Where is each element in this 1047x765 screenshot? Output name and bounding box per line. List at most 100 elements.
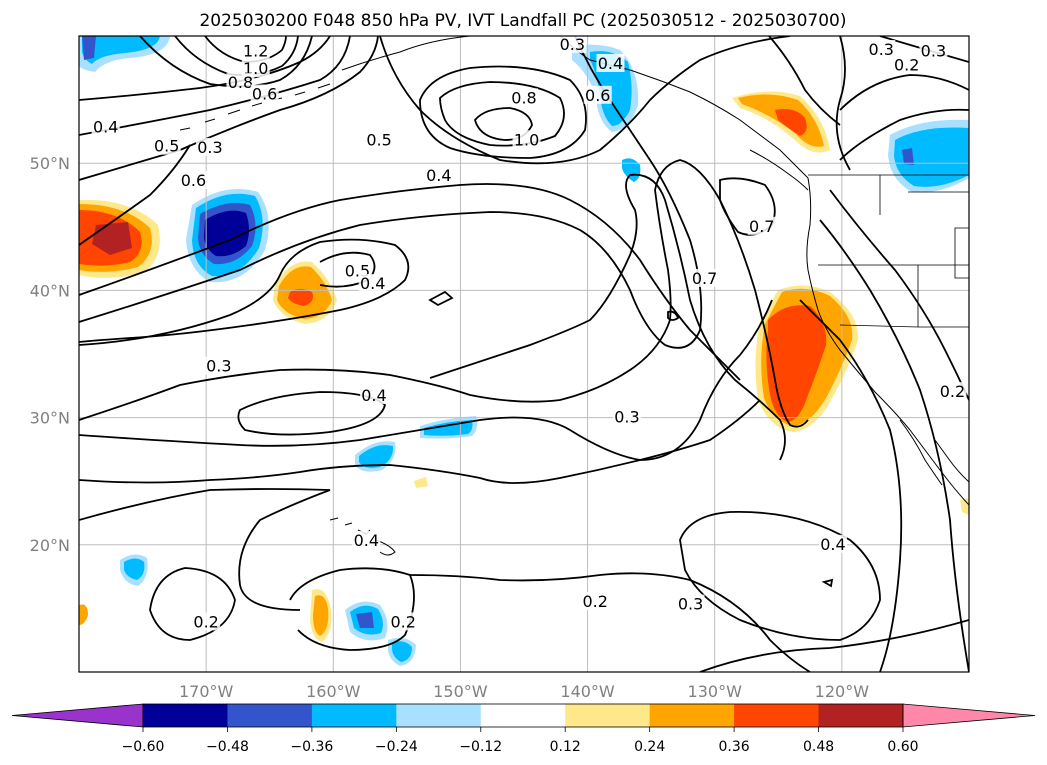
contour-label-bg — [510, 88, 538, 107]
contour-label: 0.5 — [154, 137, 179, 156]
pv-contour — [409, 572, 811, 672]
pv-contour — [667, 310, 680, 321]
contour-label-bg — [612, 407, 641, 426]
pv-contour — [829, 189, 969, 401]
contour-label-bg — [204, 356, 233, 375]
lat-tick-label: 50°N — [30, 154, 70, 173]
contour-label-bg — [91, 117, 120, 136]
contour-label: 0.3 — [206, 357, 231, 376]
anomaly-negative-12n-core — [392, 641, 412, 662]
contour-label-bg — [359, 385, 388, 404]
colorbar-segment — [480, 704, 566, 727]
anomaly-negative-nw-deep — [82, 36, 96, 60]
contour-label: 0.4 — [361, 386, 386, 405]
contour-label-bg — [583, 85, 612, 104]
pv-contour — [79, 238, 410, 346]
anomaly-positive-california-core — [766, 305, 827, 422]
pv-contour — [149, 567, 236, 641]
lon-tick-label: 140°W — [560, 682, 615, 701]
contour-label-bg — [365, 130, 394, 149]
colorbar-extend-high — [902, 703, 1036, 728]
coastline-baja — [899, 419, 969, 486]
contour-label-bg — [818, 534, 847, 553]
contour-label-bg — [938, 382, 967, 401]
border-states — [818, 175, 969, 328]
anomaly-positive-25n — [414, 477, 428, 488]
contour-label-bg — [389, 612, 418, 631]
colorbar-tick-label: 0.12 — [550, 739, 581, 755]
anomaly-negative-27n-core — [359, 445, 394, 468]
contour-label: 0.3 — [921, 41, 946, 60]
lon-tick-label: 170°W — [179, 682, 234, 701]
contour-label-bg — [241, 59, 270, 78]
contour-label-bg — [195, 137, 224, 156]
colorbar-segment — [143, 704, 228, 727]
contour-label-bg — [250, 84, 279, 103]
pv-contour — [699, 619, 969, 672]
contour-label-bg — [192, 612, 221, 631]
contour-label: 0.7 — [749, 217, 774, 236]
contour-label: 0.6 — [252, 85, 277, 104]
longitude-tick-labels: 170°W 160°W 150°W 140°W 130°W 120°W — [179, 682, 869, 701]
lon-tick-label: 120°W — [815, 682, 870, 701]
contour-label: 0.4 — [426, 166, 451, 185]
pv-contour — [79, 488, 331, 611]
contour-label: 0.7 — [692, 269, 717, 288]
contour-label: 0.5 — [366, 130, 391, 149]
contour-label: 0.2 — [940, 382, 965, 401]
coastline-vancouver-island — [749, 149, 809, 191]
contour-label: 0.6 — [585, 86, 610, 105]
contour-label: 0.8 — [511, 88, 536, 107]
contour-label: 1.0 — [514, 130, 539, 149]
pv-contour — [79, 36, 703, 349]
colorbar-tick-label: −0.36 — [290, 739, 333, 755]
lon-tick-label: 160°W — [306, 682, 361, 701]
contour-label: 0.4 — [354, 531, 379, 550]
contour-label-bg — [596, 53, 625, 72]
lat-tick-label: 30°N — [30, 409, 70, 428]
contour-label-bg — [867, 39, 896, 58]
pv-contour — [839, 108, 969, 161]
colorbar: −0.60 −0.48 −0.36 −0.24 −0.12 0.12 0.24 0.36 0.4… — [11, 703, 1036, 755]
contour-label-bg — [152, 136, 181, 155]
pv-contour — [679, 510, 881, 641]
contour-label-bg — [581, 592, 610, 611]
colorbar-extend-low — [11, 703, 144, 728]
contour-label-bg — [358, 274, 387, 293]
anomaly-negative-18n-core — [124, 558, 145, 580]
anomaly-negative-nw-core — [82, 36, 160, 64]
contour-label: 0.3 — [560, 35, 585, 54]
pv-contour — [821, 578, 834, 588]
pv-contour — [799, 299, 903, 672]
colorbar-segment — [565, 704, 651, 727]
contour-label-bg — [241, 41, 270, 60]
colorbar-segment — [227, 704, 313, 727]
pv-contour — [428, 290, 454, 307]
contour-label: 0.3 — [197, 138, 222, 157]
pv-contour — [79, 299, 773, 461]
anomaly-negative-15n-deep — [356, 612, 374, 628]
lat-tick-label: 40°N — [30, 281, 70, 300]
colorbar-segment — [734, 704, 820, 727]
pv-contour — [419, 65, 587, 159]
lon-tick-label: 150°W — [433, 682, 488, 701]
contour-label-bg — [690, 268, 719, 287]
coastline-west-us — [806, 177, 969, 506]
lat-tick-label: 20°N — [30, 536, 70, 555]
anomaly-positive-bc-core — [775, 109, 807, 136]
pv-contour — [79, 183, 741, 381]
contour-label-bg — [919, 41, 948, 60]
anomaly-positive-central-core — [288, 289, 313, 306]
pv-contour — [474, 107, 533, 141]
contour-label: 0.2 — [193, 612, 218, 631]
contour-label: 0.2 — [390, 612, 415, 631]
anomaly-negative-small — [622, 158, 641, 182]
colorbar-tick-label: 0.48 — [803, 739, 834, 755]
pv-contour — [439, 81, 565, 147]
pv-contour — [319, 251, 376, 288]
contour-label: 0.2 — [894, 55, 919, 74]
anomaly-negative-ne-deep — [902, 148, 914, 165]
contour-label-bg — [747, 216, 776, 235]
colorbar-tick-label: −0.12 — [459, 739, 502, 755]
